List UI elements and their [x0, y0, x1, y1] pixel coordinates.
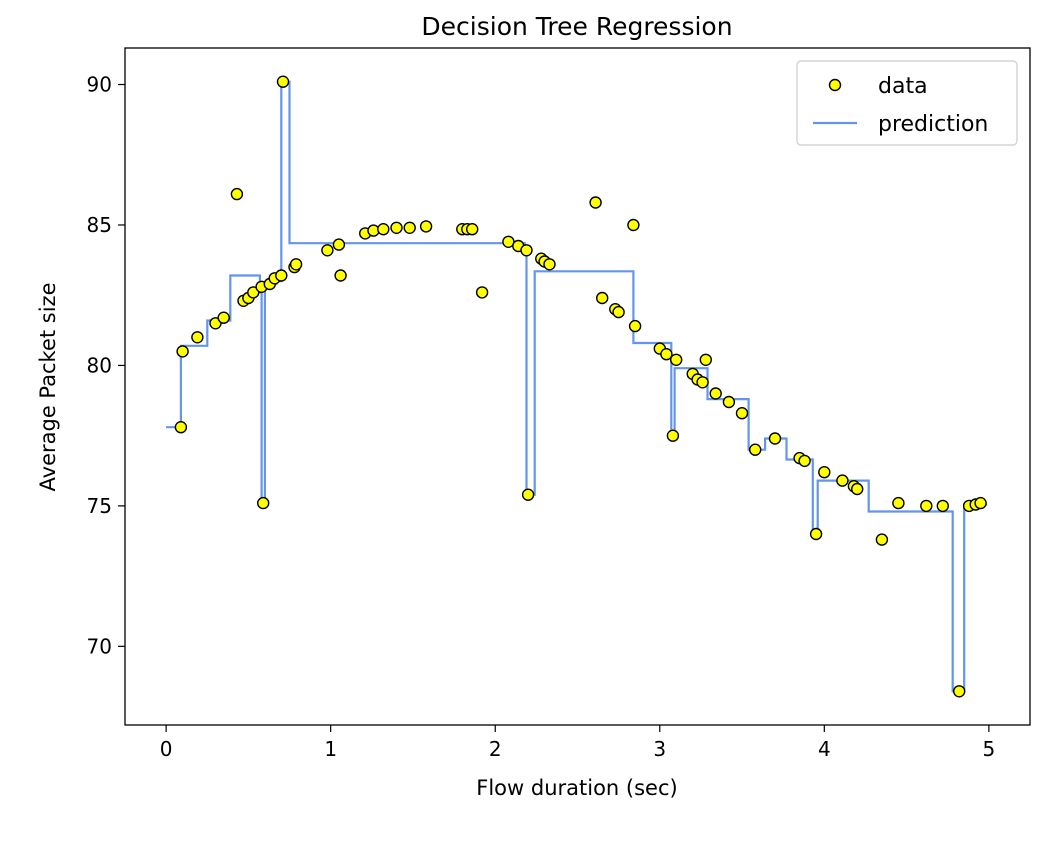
data-point	[419, 220, 433, 233]
y-tick-label: 90	[87, 73, 112, 97]
data-point	[174, 421, 188, 434]
x-tick-label: 3	[653, 737, 666, 761]
data-point	[627, 218, 640, 232]
data-point	[403, 221, 416, 235]
data-point	[217, 311, 230, 324]
legend: data prediction	[796, 60, 1018, 146]
data-point	[974, 496, 987, 510]
data-point	[953, 685, 966, 698]
y-tick-label: 75	[87, 494, 112, 518]
data-point	[749, 443, 762, 456]
x-tick-label: 4	[818, 737, 831, 761]
data-point	[377, 222, 390, 236]
data-point	[466, 222, 479, 236]
data-point	[521, 488, 535, 501]
data-point	[475, 286, 489, 299]
data-point	[543, 258, 556, 271]
data-point	[191, 331, 204, 344]
prediction-line	[166, 80, 988, 693]
data-point	[768, 432, 782, 445]
data-point	[276, 75, 290, 88]
x-tick-label: 2	[489, 737, 502, 761]
legend-marker-data	[828, 78, 842, 92]
axes: 0 1 2 3 4 5 70 75 80 85 90	[87, 47, 1031, 761]
plot-frame	[124, 47, 1031, 726]
data-point	[275, 269, 288, 282]
data-point	[818, 466, 831, 479]
chart-title: Decision Tree Regression	[421, 12, 732, 41]
data-point	[836, 474, 849, 487]
data-point	[660, 348, 673, 361]
data-point	[321, 244, 334, 257]
data-point	[851, 482, 864, 496]
data-point	[596, 291, 609, 305]
legend-label: prediction	[878, 112, 988, 137]
data-point	[666, 429, 680, 442]
data-point	[936, 499, 949, 513]
data-point	[176, 345, 189, 358]
y-tick-label: 70	[87, 634, 112, 658]
data-point	[332, 238, 346, 251]
x-tick-label: 1	[324, 737, 337, 761]
data-point	[798, 454, 811, 468]
data-point	[520, 244, 533, 257]
data-point	[892, 496, 905, 510]
data-point	[809, 527, 823, 541]
data-point	[699, 353, 712, 366]
legend-label: data	[878, 74, 928, 99]
data-point	[696, 376, 709, 389]
y-axis-title: Average Packet size	[36, 282, 60, 491]
data-point	[612, 305, 625, 319]
data-point	[875, 533, 889, 546]
data-point	[289, 258, 303, 271]
plot-marks	[166, 75, 988, 698]
x-tick-label: 5	[982, 737, 995, 761]
data-point	[257, 496, 270, 510]
data-point	[247, 286, 260, 299]
data-point	[230, 187, 244, 201]
data-point	[920, 499, 933, 513]
data-point	[334, 269, 347, 282]
data-point	[735, 407, 749, 420]
data-point	[589, 196, 602, 209]
data-point	[722, 395, 736, 409]
x-axis-title: Flow duration (sec)	[476, 776, 677, 800]
data-point	[628, 319, 642, 333]
y-tick-label: 85	[87, 213, 112, 237]
data-point	[709, 387, 722, 400]
data-point	[390, 221, 403, 235]
data-point	[670, 353, 683, 366]
x-tick-label: 0	[160, 737, 173, 761]
y-tick-label: 80	[87, 353, 112, 377]
